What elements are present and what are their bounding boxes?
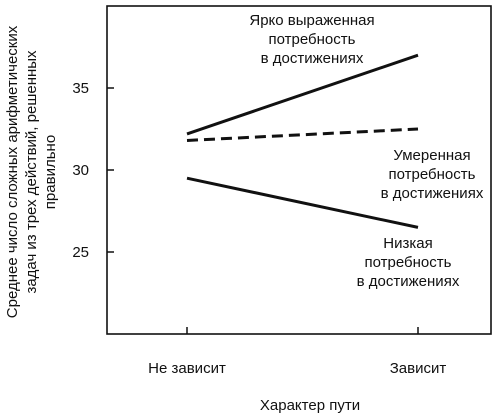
series-annotations: Ярко выраженная потребность в достижениях У… [249,12,483,290]
y-tick-label: 25 [72,244,89,261]
series-annotation-3-line: потребность [365,254,452,271]
series-annotation-1-line: в достижениях [261,50,364,67]
y-tick-label: 35 [72,80,89,97]
series-line-3 [186,176,419,229]
y-axis-label-line: задач из трех действий, решенных [23,50,40,294]
series-annotation-1-line: Ярко выраженная [249,12,374,29]
series-annotation-3-line: Низкая [383,235,432,252]
series-annotation-2-line: потребность [389,166,476,183]
y-axis-label-line: правильно [42,135,59,209]
x-tick-label: Не зависит [148,360,226,377]
series-annotation-2-line: Умеренная [393,147,470,164]
x-axis-label: Характер пути [260,397,360,414]
plot-area: 25 30 35 Не зависит Зависит [72,5,492,377]
series-annotation-1-line: потребность [269,31,356,48]
y-tick-label: 30 [72,162,89,179]
series-annotation-2-line: в достижениях [381,185,484,202]
x-tick-label: Зависит [390,360,447,377]
series-line-2 [186,127,419,142]
series-line-1 [186,53,419,136]
y-axis-label-line: Среднее число сложных арифметических [4,25,21,318]
series-annotation-3-line: в достижениях [357,273,460,290]
y-axis-label: Среднее число сложных арифметических зада… [4,25,59,318]
